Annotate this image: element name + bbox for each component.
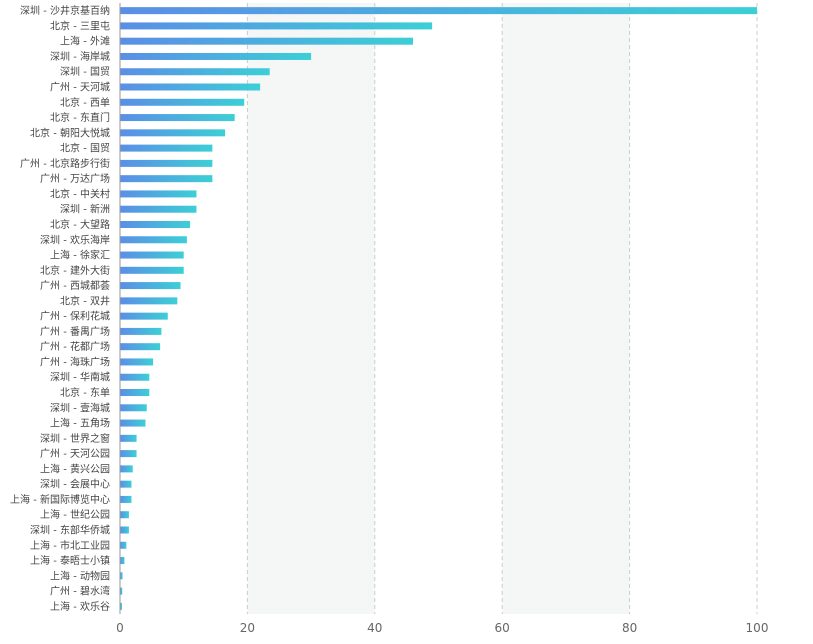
category-label: 北京 - 大望路 [50, 218, 110, 231]
bar[interactable] [120, 465, 133, 473]
category-label: 广州 - 碧水湾 [50, 585, 110, 598]
bar[interactable] [120, 159, 213, 167]
bar[interactable] [120, 83, 261, 91]
x-tick-label: 40 [367, 621, 382, 635]
category-label: 广州 - 北京路步行街 [20, 157, 110, 170]
bar[interactable] [120, 526, 129, 534]
bar[interactable] [120, 175, 213, 183]
category-label: 上海 - 泰晤士小镇 [30, 554, 110, 567]
category-label: 北京 - 中关村 [50, 187, 110, 200]
category-label: 上海 - 黄兴公园 [40, 462, 110, 475]
bar[interactable] [120, 389, 150, 397]
bar[interactable] [120, 114, 235, 122]
bar[interactable] [120, 282, 181, 290]
bar[interactable] [120, 22, 433, 30]
category-label: 上海 - 新国际博览中心 [10, 493, 110, 506]
bar[interactable] [120, 297, 178, 305]
x-tick-labels: 0 20 40 60 80 100 [116, 621, 768, 635]
category-label: 深圳 - 欢乐海岸 [40, 233, 110, 246]
background-band [247, 3, 375, 614]
bar[interactable] [120, 205, 197, 213]
bar[interactable] [120, 220, 191, 228]
bar[interactable] [120, 358, 154, 366]
bar[interactable] [120, 129, 226, 137]
background-bands [247, 3, 630, 614]
category-label: 深圳 - 新洲 [60, 203, 110, 216]
category-label: 深圳 - 海岸城 [50, 50, 110, 63]
category-label: 北京 - 国贸 [60, 142, 110, 155]
bar[interactable] [120, 434, 137, 442]
bar[interactable] [120, 37, 414, 45]
bar[interactable] [120, 450, 137, 458]
category-label: 广州 - 万达广场 [40, 172, 110, 185]
category-label: 广州 - 花都广场 [40, 340, 110, 353]
category-label: 广州 - 海珠广场 [40, 355, 110, 368]
bar[interactable] [120, 312, 168, 320]
bar[interactable] [120, 587, 123, 595]
bar[interactable] [120, 541, 127, 549]
bar[interactable] [120, 236, 187, 244]
category-label: 北京 - 东直门 [50, 111, 110, 124]
category-label: 深圳 - 沙井京基百纳 [20, 4, 110, 17]
x-tick-label: 20 [240, 621, 255, 635]
bar[interactable] [120, 98, 245, 106]
bar[interactable] [120, 52, 312, 60]
x-tick-label: 0 [116, 621, 124, 635]
bar[interactable] [120, 495, 132, 503]
bar[interactable] [120, 480, 132, 488]
category-label: 上海 - 徐家汇 [50, 249, 110, 262]
category-label: 深圳 - 壹海城 [50, 401, 110, 414]
category-label: 上海 - 市北工业园 [30, 539, 110, 552]
bar[interactable] [120, 404, 147, 412]
category-label: 深圳 - 国贸 [60, 66, 110, 78]
category-label: 深圳 - 华南城 [50, 371, 110, 384]
bars [120, 7, 757, 610]
x-tick-label: 60 [495, 621, 510, 635]
bar[interactable] [120, 373, 150, 381]
category-label: 广州 - 天河公园 [40, 448, 110, 460]
category-label: 北京 - 东单 [60, 386, 110, 399]
category-label: 深圳 - 世界之窗 [40, 432, 110, 445]
bar[interactable] [120, 602, 122, 610]
category-label: 北京 - 三里屯 [50, 19, 110, 32]
bar[interactable] [120, 251, 184, 259]
bar[interactable] [120, 327, 162, 335]
category-label: 上海 - 五角场 [50, 417, 110, 430]
bar[interactable] [120, 190, 197, 198]
category-label: 上海 - 动物园 [50, 569, 110, 582]
category-label: 北京 - 朝阳大悦城 [30, 126, 110, 139]
category-label: 上海 - 欢乐谷 [50, 600, 110, 613]
bar[interactable] [120, 7, 757, 15]
category-label: 深圳 - 会展中心 [40, 478, 110, 491]
category-label: 北京 - 建外大街 [40, 264, 110, 277]
x-tick-label: 80 [622, 621, 637, 635]
bar[interactable] [120, 266, 184, 274]
bar[interactable] [120, 511, 129, 519]
grid-lines [246, 3, 758, 614]
category-label: 北京 - 西单 [60, 96, 110, 109]
bar[interactable] [120, 557, 125, 565]
x-tick-label: 100 [746, 621, 769, 635]
category-label: 北京 - 双井 [60, 294, 110, 307]
category-label: 上海 - 外滩 [60, 35, 110, 48]
bar[interactable] [120, 343, 161, 351]
category-label: 广州 - 天河城 [50, 82, 110, 94]
background-band [502, 3, 630, 614]
category-label: 广州 - 番禺广场 [40, 325, 110, 338]
category-label: 广州 - 西城都荟 [40, 279, 110, 292]
category-label: 广州 - 保利花城 [40, 310, 110, 323]
bar[interactable] [120, 572, 123, 580]
category-label: 深圳 - 东部华侨城 [30, 523, 110, 536]
category-label: 上海 - 世纪公园 [40, 508, 110, 521]
bar[interactable] [120, 144, 213, 152]
bar[interactable] [120, 419, 146, 427]
bar[interactable] [120, 68, 270, 76]
